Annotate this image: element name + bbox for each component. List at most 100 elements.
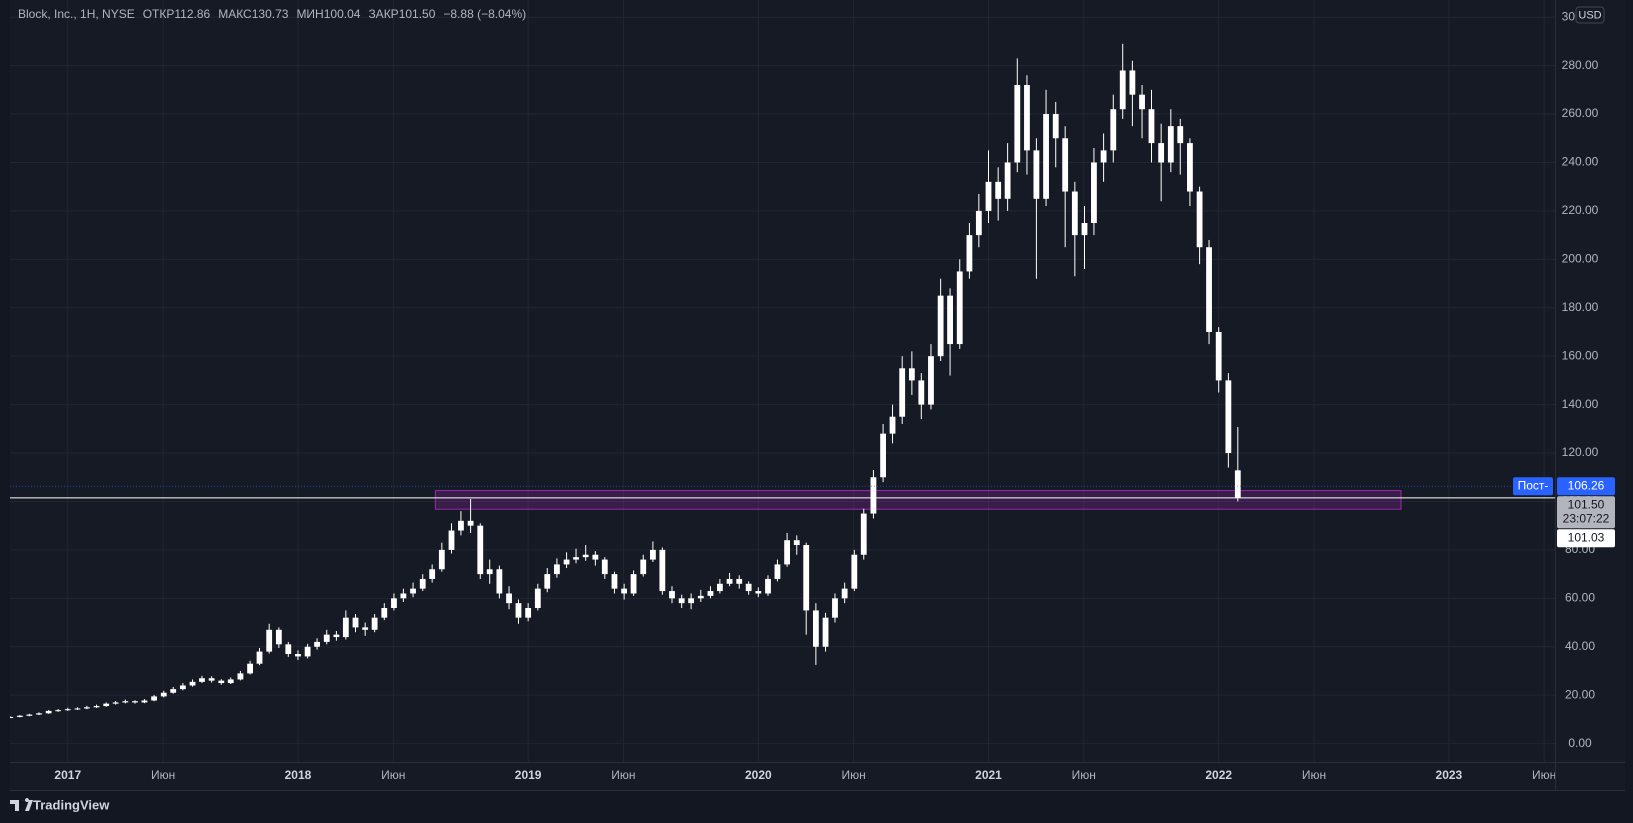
candle-body	[947, 295, 953, 345]
candle-body	[1024, 84, 1030, 151]
y-tick-label: 220.00	[1562, 203, 1599, 217]
change-value: −8.88 (−8.04%)	[443, 7, 526, 21]
candle-body	[592, 554, 599, 560]
y-tick-label: 180.00	[1562, 300, 1599, 314]
chart-pane	[10, 0, 1625, 790]
candle-body	[918, 380, 925, 405]
x-tick-label: 2019	[515, 768, 542, 782]
candle-body	[371, 617, 378, 630]
x-tick-label: Июн	[1302, 768, 1326, 782]
currency-label: USD	[1578, 9, 1601, 21]
price-tag: Пост-	[1518, 478, 1549, 492]
candle-body	[199, 678, 205, 682]
price-label-box	[1557, 496, 1615, 529]
candle-body	[937, 295, 944, 357]
y-tick-label: 0.00	[1568, 736, 1592, 750]
candle-body	[956, 271, 963, 345]
candle-body	[295, 654, 301, 657]
candle-body	[640, 559, 647, 575]
candle-body	[1100, 150, 1107, 163]
candle-body	[803, 545, 810, 611]
x-tick-label: Июн	[151, 768, 175, 782]
x-tick-label: Июн	[611, 768, 635, 782]
candle-body	[678, 598, 685, 604]
axes-layer: 0.0020.0040.0060.0080.00100.00120.00140.…	[54, 6, 1615, 782]
candle-body	[851, 554, 858, 589]
candle-body	[342, 617, 349, 638]
candle-body	[55, 710, 62, 712]
candle-body	[112, 702, 119, 704]
candle-body	[237, 673, 244, 680]
legend-header: Block, Inc., 1Н, NYSE ОТКР112.86 МАКС130.7…	[18, 7, 526, 21]
candle-body	[601, 559, 608, 575]
candle-body	[889, 416, 896, 434]
candle-body	[822, 617, 829, 647]
candle-body	[1052, 114, 1059, 139]
y-tick-label: 140.00	[1562, 397, 1599, 411]
x-tick-label: 2021	[975, 768, 1002, 782]
low-value: 100.04	[324, 7, 361, 21]
logo-mark	[10, 798, 33, 811]
price-label-box	[1557, 477, 1615, 496]
candle-body	[122, 701, 129, 703]
tradingview-logo: TradingView	[10, 797, 110, 812]
candle-body	[736, 578, 743, 584]
candle-body	[860, 513, 867, 555]
candle-body	[275, 629, 282, 645]
candle-body	[132, 701, 138, 703]
candle-body	[36, 713, 42, 715]
candle-body	[160, 692, 167, 697]
candle-body	[774, 564, 781, 579]
candle-body	[247, 663, 253, 674]
open-label: ОТКР	[143, 7, 175, 21]
candle-body	[563, 559, 570, 565]
footer-brand: TradingView	[33, 797, 110, 812]
candle-body	[841, 588, 848, 599]
symbol-title: Block, Inc., 1Н, NYSE	[18, 7, 135, 21]
candle-body	[467, 520, 474, 526]
y-tick-label: 60.00	[1565, 590, 1595, 604]
candle-body	[438, 549, 445, 570]
marks-layer	[10, 43, 1555, 719]
candle-body	[103, 703, 110, 707]
candle-body	[1071, 191, 1078, 236]
candle-body	[141, 700, 148, 703]
candle-body	[1129, 70, 1136, 95]
high-label: МАКС	[218, 7, 252, 21]
close-label: ЗАКР	[368, 7, 398, 21]
candle-body	[630, 574, 637, 594]
close-value: 101.50	[399, 7, 436, 21]
candle-body	[1043, 114, 1049, 199]
candle-body	[458, 520, 464, 531]
candle-body	[352, 617, 359, 628]
candle-body	[381, 608, 388, 618]
candle-body	[784, 540, 791, 565]
open-value: 112.86	[174, 7, 210, 21]
candle-body	[506, 593, 512, 604]
candle-body	[1014, 84, 1021, 163]
candle-body	[74, 708, 81, 710]
candle-body	[716, 583, 723, 592]
x-tick-label: Июн	[1072, 768, 1096, 782]
x-tick-label: 2018	[285, 768, 312, 782]
candle-body	[1206, 247, 1212, 332]
candle-body	[1225, 380, 1232, 454]
candle-body	[1177, 126, 1184, 144]
candle-body	[688, 598, 695, 604]
candle-body	[659, 549, 666, 592]
candle-body	[486, 569, 493, 575]
candle-body	[726, 578, 733, 584]
candle-body	[10, 716, 14, 718]
price-label: 101.03	[1568, 530, 1605, 544]
x-tick-label: 2017	[54, 768, 81, 782]
candle-body	[218, 680, 225, 684]
candle-body	[534, 588, 541, 609]
candle-body	[870, 477, 877, 514]
candle-body	[179, 685, 186, 690]
candle-body	[333, 634, 340, 638]
candle-body	[966, 235, 973, 272]
candle-body	[1091, 162, 1097, 224]
candle-body	[477, 525, 484, 575]
candle-body	[170, 689, 177, 693]
